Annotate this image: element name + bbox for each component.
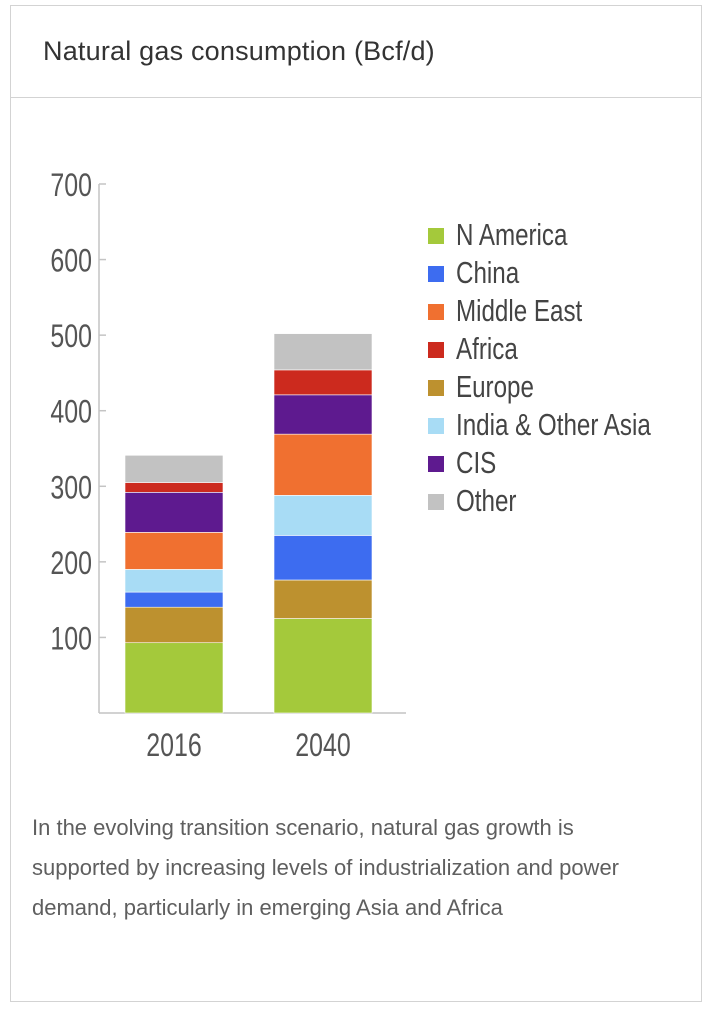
bar-segment <box>124 455 224 483</box>
card-header: Natural gas consumption (Bcf/d) <box>11 6 701 98</box>
legend-label: Middle East <box>456 293 582 328</box>
bar-segment <box>273 369 373 396</box>
y-tick-label: 100 <box>50 622 92 658</box>
legend-label: Africa <box>456 331 518 366</box>
legend-label: CIS <box>456 445 496 480</box>
legend-label: N America <box>456 217 568 252</box>
y-tick-label: 300 <box>50 470 92 506</box>
bar-segment <box>273 394 373 435</box>
bar-segment <box>124 532 224 570</box>
y-tick-label: 200 <box>50 546 92 582</box>
legend-swatch <box>428 456 444 472</box>
legend-label: China <box>456 255 520 290</box>
bar-segment <box>273 579 373 619</box>
y-tick-label: 500 <box>50 319 92 355</box>
chart-caption: In the evolving transition scenario, nat… <box>32 815 620 920</box>
bar-segment <box>124 606 224 644</box>
legend-label: Other <box>456 483 516 518</box>
legend-label: India & Other Asia <box>456 407 651 442</box>
bar-segment <box>124 569 224 593</box>
bar-segment <box>124 642 224 714</box>
bar-segment <box>273 495 373 536</box>
y-tick-label: 400 <box>50 395 92 431</box>
page-title: Natural gas consumption (Bcf/d) <box>43 36 435 66</box>
y-tick-label: 600 <box>50 244 92 280</box>
y-tick-label: 700 <box>50 168 92 204</box>
bar-segment <box>273 333 373 371</box>
bar-segment <box>273 433 373 496</box>
bar-segment <box>124 482 224 493</box>
x-tick-label: 2040 <box>295 728 351 764</box>
bar-segment <box>273 618 373 714</box>
legend-swatch <box>428 418 444 434</box>
legend-swatch <box>428 342 444 358</box>
stacked-bar-chart: 100 200 300 400 500 600 700 2016 2040 N AmericaCh… <box>50 168 651 764</box>
legend-swatch <box>428 304 444 320</box>
bar-segment <box>124 492 224 533</box>
legend-swatch <box>428 228 444 244</box>
x-tick-label: 2016 <box>146 728 202 764</box>
bar-segment <box>124 591 224 608</box>
legend-swatch <box>428 266 444 282</box>
legend-swatch <box>428 380 444 396</box>
bar-segment <box>273 535 373 581</box>
legend-label: Europe <box>456 369 534 404</box>
legend-swatch <box>428 494 444 510</box>
